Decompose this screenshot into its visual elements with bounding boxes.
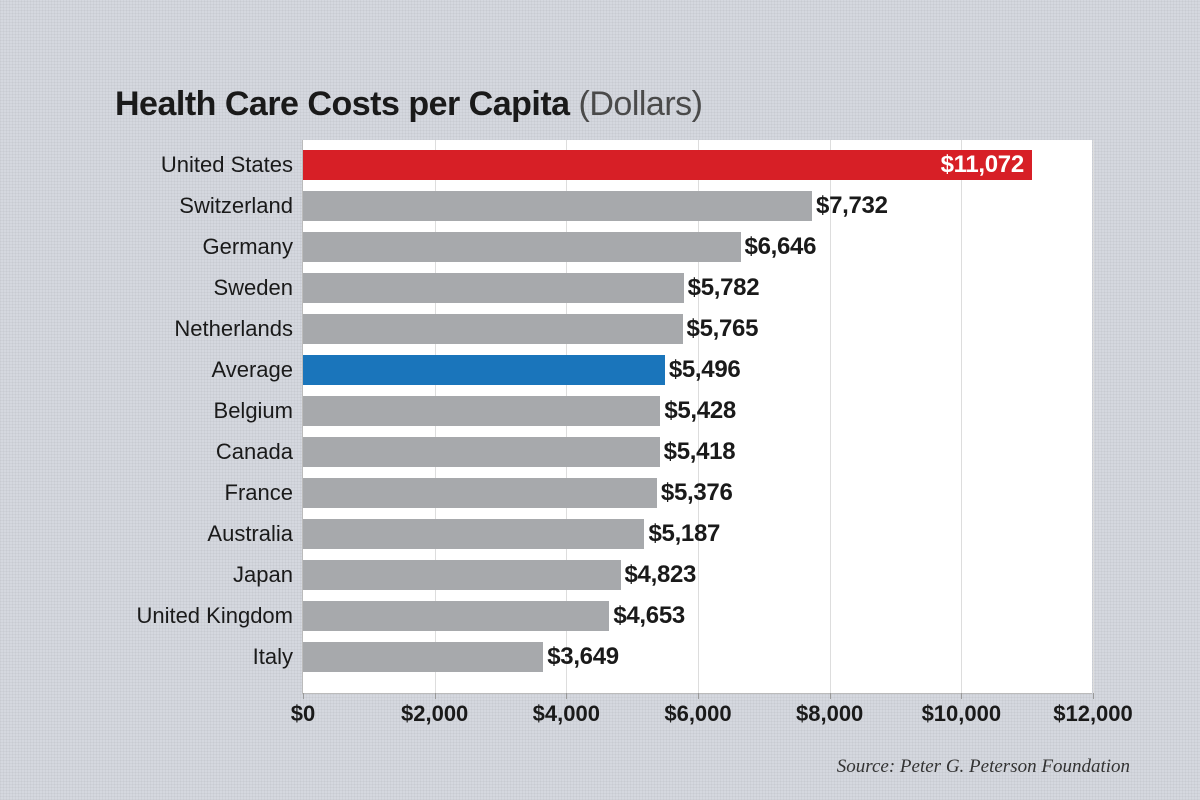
bar-row: Switzerland$7,732 xyxy=(303,191,812,221)
bar-category-label: France xyxy=(225,480,303,506)
x-tick-label: $6,000 xyxy=(664,693,731,727)
bar-value-label: $5,187 xyxy=(648,520,720,548)
bar-value-label: $5,782 xyxy=(688,274,760,302)
bar-category-label: Switzerland xyxy=(179,193,303,219)
bar-row: Germany$6,646 xyxy=(303,232,741,262)
bar-row: Netherlands$5,765 xyxy=(303,314,683,344)
bar xyxy=(303,437,660,467)
x-tick-label: $2,000 xyxy=(401,693,468,727)
bar xyxy=(303,150,1032,180)
bar xyxy=(303,396,660,426)
gridline xyxy=(1093,140,1094,693)
bar xyxy=(303,232,741,262)
bar-row: France$5,376 xyxy=(303,478,657,508)
x-tick-label: $10,000 xyxy=(922,693,1002,727)
chart-plot-area: $0$2,000$4,000$6,000$8,000$10,000$12,000… xyxy=(302,140,1092,694)
x-tick-label: $8,000 xyxy=(796,693,863,727)
bar xyxy=(303,560,621,590)
title-bold: Health Care Costs per Capita xyxy=(115,85,570,123)
bar-category-label: Belgium xyxy=(214,398,303,424)
bar-value-label: $6,646 xyxy=(745,233,817,261)
bar xyxy=(303,273,684,303)
source-attribution: Source: Peter G. Peterson Foundation xyxy=(837,756,1130,778)
bar-value-label: $4,823 xyxy=(625,561,697,589)
bar-value-label: $5,765 xyxy=(687,315,759,343)
bar-row: United Kingdom$4,653 xyxy=(303,601,609,631)
chart-title: Health Care Costs per Capita (Dollars) xyxy=(115,85,703,124)
bar xyxy=(303,601,609,631)
x-tick-label: $12,000 xyxy=(1053,693,1133,727)
bar-category-label: Netherlands xyxy=(174,316,303,342)
bar xyxy=(303,642,543,672)
x-tick-label: $0 xyxy=(291,693,315,727)
bar xyxy=(303,191,812,221)
bar-category-label: United Kingdom xyxy=(136,603,303,629)
bar-value-label: $5,496 xyxy=(669,356,741,384)
bar-category-label: Canada xyxy=(216,439,303,465)
x-tick-label: $4,000 xyxy=(533,693,600,727)
bar-row: United States$11,072 xyxy=(303,150,1032,180)
bar-row: Italy$3,649 xyxy=(303,642,543,672)
gridline xyxy=(830,140,831,693)
bar-value-label: $11,072 xyxy=(941,151,1024,179)
bar-row: Sweden$5,782 xyxy=(303,273,684,303)
bar xyxy=(303,519,644,549)
bar-category-label: Australia xyxy=(207,521,303,547)
bar-category-label: Average xyxy=(211,357,303,383)
bar xyxy=(303,355,665,385)
bar-value-label: $5,418 xyxy=(664,438,736,466)
bar-category-label: United States xyxy=(161,152,303,178)
bar-value-label: $5,376 xyxy=(661,479,733,507)
bar-value-label: $4,653 xyxy=(613,602,685,630)
bar-row: Japan$4,823 xyxy=(303,560,621,590)
bar xyxy=(303,478,657,508)
bar-value-label: $3,649 xyxy=(547,643,619,671)
bar-row: Average$5,496 xyxy=(303,355,665,385)
gridline xyxy=(961,140,962,693)
bar-category-label: Sweden xyxy=(213,275,303,301)
bar-value-label: $5,428 xyxy=(664,397,736,425)
bar-category-label: Italy xyxy=(253,644,303,670)
bar-row: Australia$5,187 xyxy=(303,519,644,549)
bar-category-label: Japan xyxy=(233,562,303,588)
bar-row: Belgium$5,428 xyxy=(303,396,660,426)
bar-value-label: $7,732 xyxy=(816,192,888,220)
bar xyxy=(303,314,683,344)
bar-category-label: Germany xyxy=(203,234,303,260)
title-unit: (Dollars) xyxy=(570,85,703,123)
bar-row: Canada$5,418 xyxy=(303,437,660,467)
